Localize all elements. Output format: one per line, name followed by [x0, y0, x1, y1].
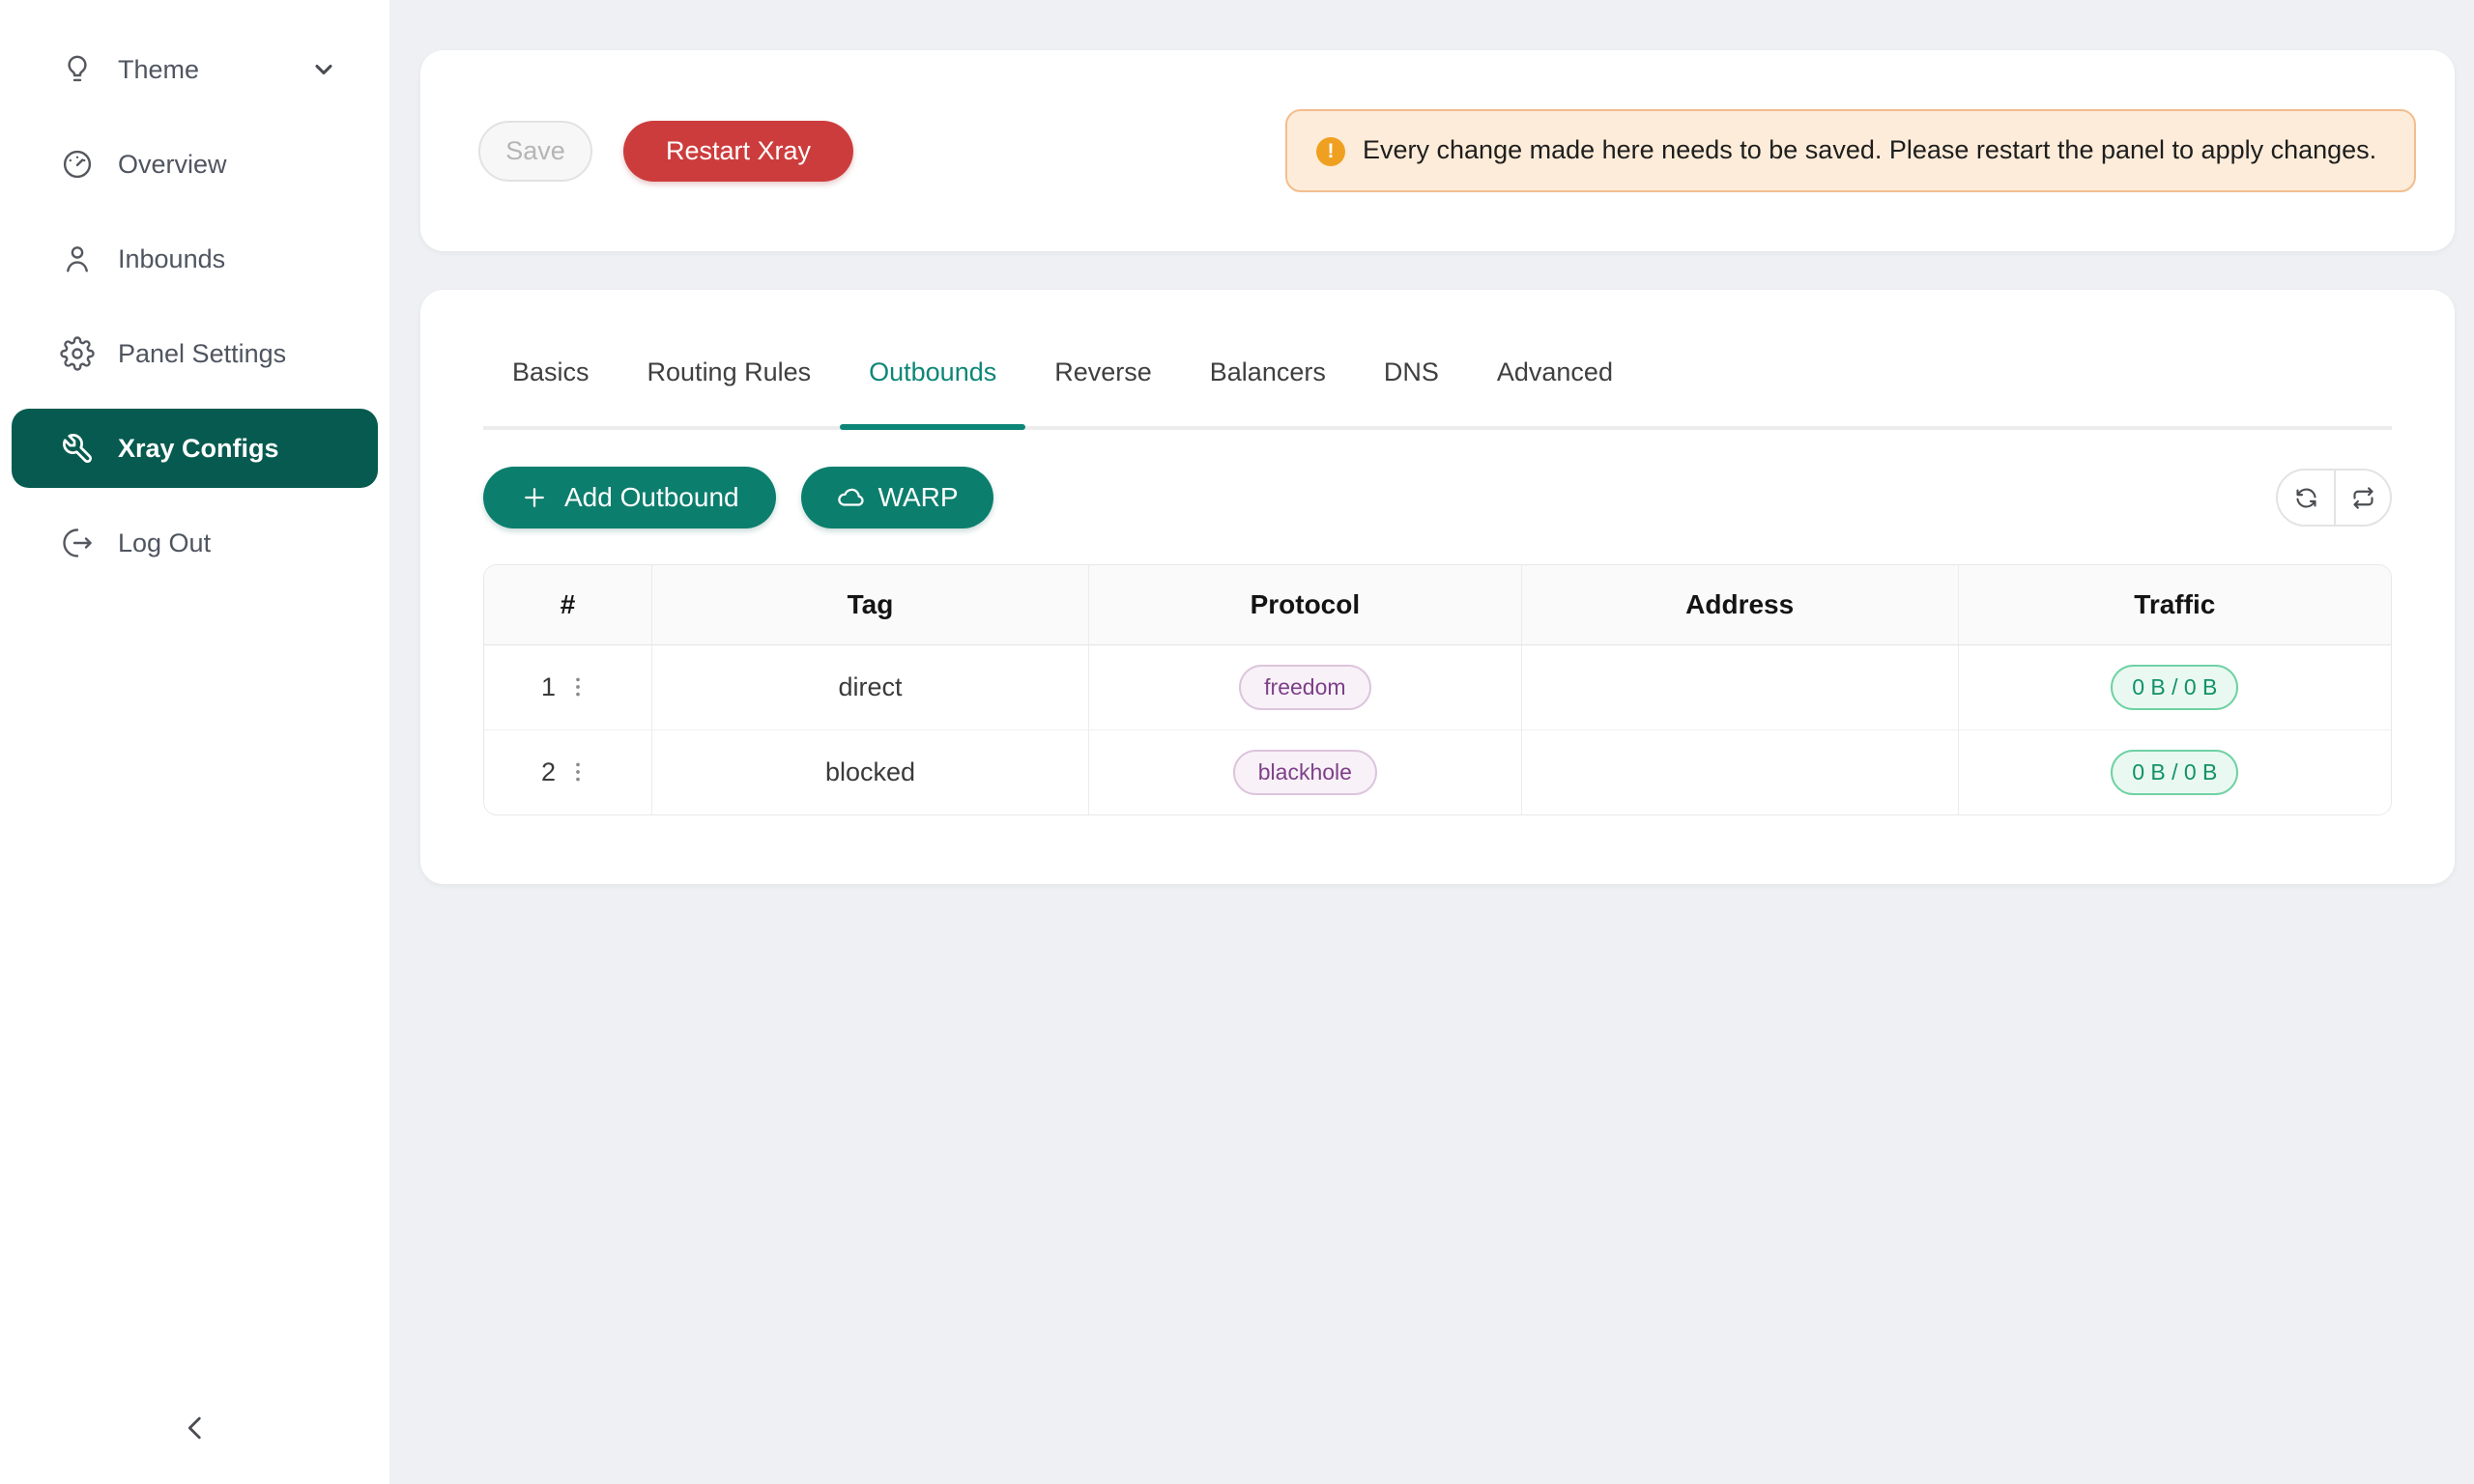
add-outbound-label: Add Outbound — [564, 482, 739, 512]
refresh-icon — [2293, 485, 2319, 511]
sidebar: Theme Overview Inbounds — [0, 0, 389, 1484]
traffic-badge: 0 B / 0 B — [2111, 664, 2239, 710]
sidebar-item-label: Xray Configs — [118, 433, 279, 463]
sidebar-item-label: Panel Settings — [118, 338, 287, 368]
table-header-row: # Tag Protocol Address Traffic — [484, 565, 2391, 645]
plus-icon — [520, 483, 549, 512]
alert-text: Every change made here needs to be saved… — [1363, 135, 2377, 165]
tab-outbounds[interactable]: Outbounds — [840, 290, 1026, 430]
tag-cell: blocked — [651, 728, 1089, 814]
sidebar-item-label: Inbounds — [118, 243, 226, 273]
cloud-icon — [836, 483, 865, 512]
sidebar-item-overview[interactable]: Overview — [12, 125, 378, 204]
tag-cell: direct — [651, 644, 1089, 729]
warp-label: WARP — [877, 482, 959, 512]
chevron-down-icon[interactable] — [310, 56, 337, 83]
warp-button[interactable]: WARP — [800, 467, 993, 528]
toolbar-card: Save Restart Xray ! Every change made he… — [420, 50, 2455, 251]
table-row: 2 blocked blackhole 0 B / 0 B — [484, 728, 2391, 814]
sidebar-item-panel-settings[interactable]: Panel Settings — [12, 314, 378, 393]
column-header-address: Address — [1520, 565, 1959, 645]
protocol-badge: freedom — [1239, 664, 1371, 710]
protocol-badge: blackhole — [1232, 749, 1377, 795]
traffic-badge: 0 B / 0 B — [2111, 749, 2239, 795]
tab-bar: Basics Routing Rules Outbounds Reverse B… — [483, 290, 2392, 430]
sidebar-spacer — [0, 590, 389, 1405]
column-header-tag: Tag — [651, 565, 1089, 645]
row-index: 1 — [541, 671, 557, 701]
column-header-protocol: Protocol — [1087, 565, 1522, 645]
restart-xray-button[interactable]: Restart Xray — [623, 120, 854, 182]
reload-config-button[interactable] — [2334, 471, 2390, 525]
gear-icon — [60, 336, 95, 371]
tab-basics[interactable]: Basics — [512, 357, 590, 386]
sidebar-item-label: Overview — [118, 149, 227, 179]
gauge-icon — [60, 147, 95, 182]
chevron-left-icon — [179, 1412, 212, 1444]
sidebar-item-label: Log Out — [118, 528, 212, 557]
column-header-index: # — [484, 565, 652, 645]
save-button[interactable]: Save — [478, 120, 592, 182]
tab-routing-rules[interactable]: Routing Rules — [647, 357, 812, 386]
main-content: Save Restart Xray ! Every change made he… — [389, 0, 2474, 1484]
row-menu-button[interactable] — [565, 756, 594, 787]
actions-row: Add Outbound WARP — [483, 467, 2392, 528]
row-menu-button[interactable] — [565, 671, 594, 702]
restart-warning-alert: ! Every change made here needs to be sav… — [1285, 109, 2416, 192]
logout-icon — [60, 526, 95, 560]
tab-dns[interactable]: DNS — [1383, 357, 1439, 386]
refresh-button[interactable] — [2278, 471, 2334, 525]
wrench-icon — [60, 431, 95, 466]
tab-reverse[interactable]: Reverse — [1054, 357, 1152, 386]
person-icon — [60, 242, 95, 276]
table-tools-group — [2276, 469, 2392, 527]
sidebar-item-theme[interactable]: Theme — [12, 30, 378, 109]
xray-configs-card: Basics Routing Rules Outbounds Reverse B… — [420, 290, 2455, 884]
sidebar-item-label: Theme — [118, 54, 200, 84]
sidebar-collapse-button[interactable] — [172, 1405, 218, 1451]
column-header-traffic: Traffic — [1957, 565, 2391, 645]
lightbulb-icon — [60, 52, 95, 87]
outbounds-table: # Tag Protocol Address Traffic 1 — [483, 564, 2392, 815]
sidebar-item-log-out[interactable]: Log Out — [12, 503, 378, 583]
tab-advanced[interactable]: Advanced — [1496, 357, 1613, 386]
repeat-icon — [2350, 485, 2376, 511]
row-index: 2 — [541, 756, 557, 786]
table-row: 1 direct freedom 0 B / 0 B — [484, 644, 2391, 729]
address-cell — [1520, 644, 1959, 729]
warning-icon: ! — [1316, 137, 1345, 167]
tab-balancers[interactable]: Balancers — [1209, 357, 1326, 386]
address-cell — [1520, 728, 1959, 814]
sidebar-item-xray-configs[interactable]: Xray Configs — [12, 409, 378, 488]
sidebar-item-inbounds[interactable]: Inbounds — [12, 219, 378, 299]
add-outbound-button[interactable]: Add Outbound — [483, 467, 776, 528]
